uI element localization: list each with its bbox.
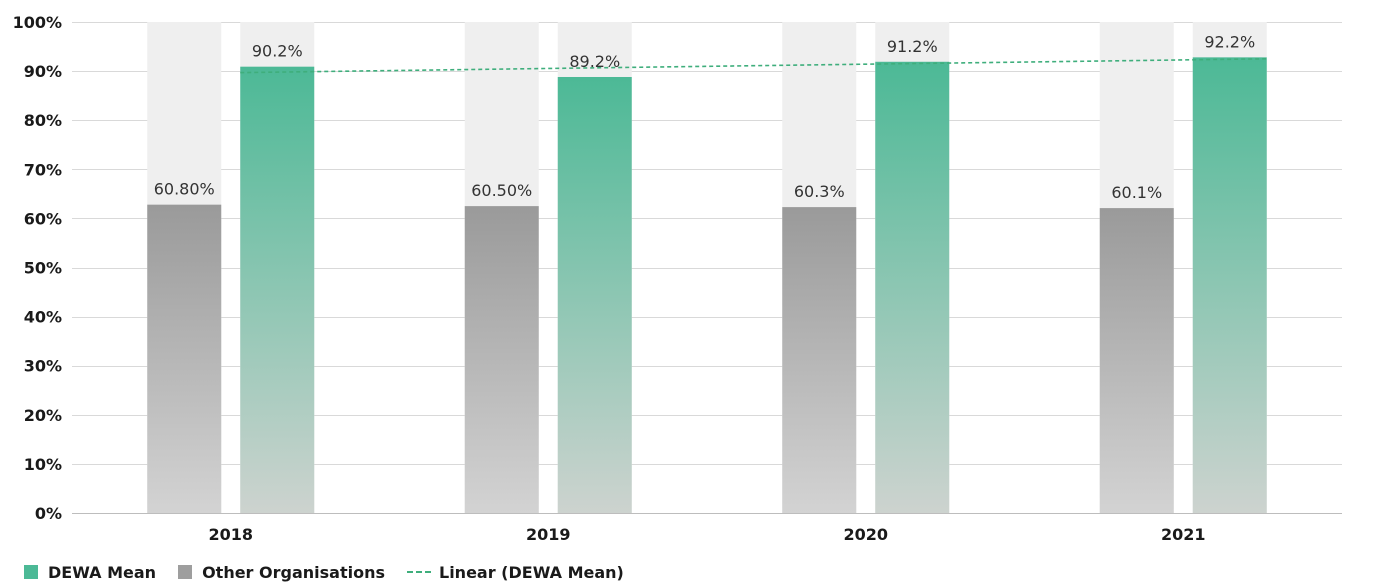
y-axis: 0% 10% 20% 30% 40% 50% 60% 70% 80% 90% 100% <box>13 13 62 523</box>
data-label-dewa-mean-2021: 92.2% <box>1204 32 1255 51</box>
y-tick-label-9: 90% <box>24 62 62 81</box>
data-label-dewa-mean-2020: 91.2% <box>887 37 938 56</box>
bar-other-organisations-2019 <box>464 206 539 513</box>
legend-label-dewa-mean: DEWA Mean <box>48 562 157 582</box>
bar-chart: 60.80% 90.2% 60.50% 89.2% 60.3% 91.2% 60.1% 92.… <box>13 13 1342 544</box>
y-tick-label-1: 10% <box>24 455 62 474</box>
data-label-dewa-mean-2018: 90.2% <box>252 42 303 61</box>
legend-swatch-other-organisations <box>178 565 193 579</box>
data-label-other-organisations-2021: 60.1% <box>1111 183 1162 202</box>
x-tick-label-2019: 2019 <box>526 525 571 544</box>
bar-other-organisations-2018 <box>147 204 222 514</box>
trendline-dewa-mean <box>240 57 1267 74</box>
y-tick-label-4: 40% <box>24 308 62 327</box>
data-bars <box>147 57 1267 514</box>
bar-other-organisations-2021 <box>1099 208 1174 514</box>
bar-dewa-mean-2021 <box>1192 57 1267 514</box>
data-label-dewa-mean-2019: 89.2% <box>569 52 620 71</box>
bar-other-organisations-2020 <box>782 207 857 513</box>
y-tick-label-10: 100% <box>13 13 62 32</box>
y-tick-label-2: 20% <box>24 406 62 425</box>
legend: DEWA Mean Other Organisations Linear (DE… <box>0 561 646 583</box>
legend-dash-linear-trend <box>407 571 431 573</box>
y-tick-label-0: 0% <box>35 504 62 523</box>
background-bars <box>147 22 1267 513</box>
y-tick-label-7: 70% <box>24 160 62 179</box>
data-label-other-organisations-2018: 60.80% <box>154 180 215 199</box>
legend-item-linear-trend: Linear (DEWA Mean) <box>407 563 624 582</box>
x-tick-label-2018: 2018 <box>208 525 253 544</box>
data-label-other-organisations-2019: 60.50% <box>471 181 532 200</box>
x-axis: 2018 2019 2020 2021 <box>208 525 1205 544</box>
trendline-group <box>240 57 1267 74</box>
bar-dewa-mean-2018 <box>240 66 315 513</box>
y-tick-label-8: 80% <box>24 111 62 130</box>
legend-item-other-organisations: Other Organisations <box>178 563 385 582</box>
legend-label-linear-trend: Linear (DEWA Mean) <box>439 562 624 582</box>
y-tick-label-3: 30% <box>24 357 62 376</box>
bar-dewa-mean-2019 <box>557 76 632 513</box>
data-labels: 60.80% 90.2% 60.50% 89.2% 60.3% 91.2% 60.1% 92.… <box>154 32 1255 202</box>
legend-item-dewa-mean: DEWA Mean <box>0 563 156 582</box>
y-tick-label-5: 50% <box>24 259 62 278</box>
y-tick-label-6: 60% <box>24 209 62 228</box>
legend-label-other-organisations: Other Organisations <box>202 562 385 582</box>
x-tick-label-2021: 2021 <box>1161 525 1206 544</box>
x-tick-label-2020: 2020 <box>843 525 888 544</box>
bar-dewa-mean-2020 <box>875 61 950 514</box>
data-label-other-organisations-2020: 60.3% <box>794 182 845 201</box>
legend-swatch-dewa-mean <box>24 565 38 579</box>
